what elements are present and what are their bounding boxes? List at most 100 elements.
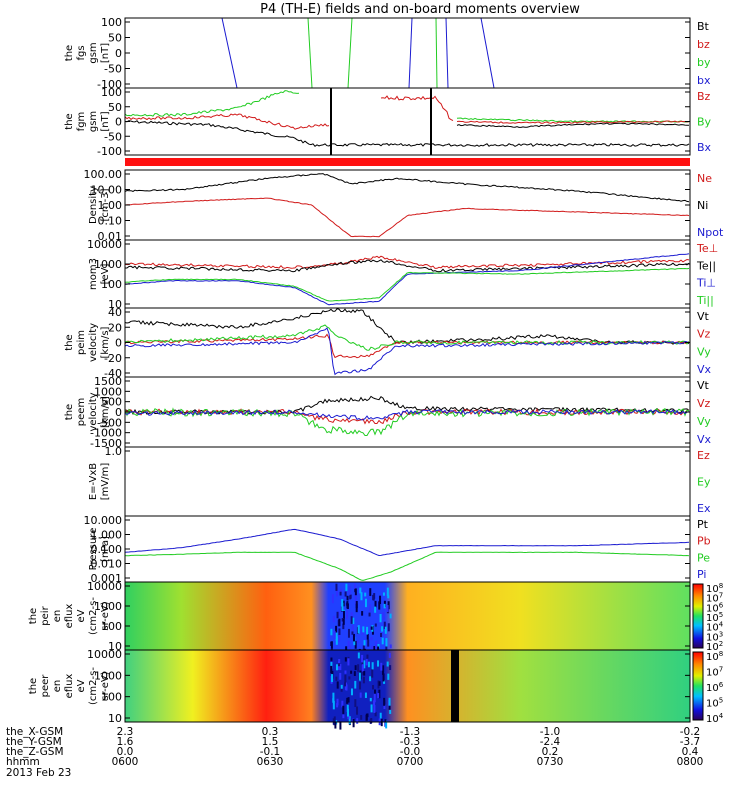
spectrogram-cell — [383, 680, 386, 684]
footer-value: 0700 — [397, 756, 424, 768]
footer-value: 1.5 — [262, 736, 279, 748]
spectrogram-cell — [384, 719, 387, 723]
spectrogram-cell — [347, 697, 350, 703]
y-tick-label: 1000 — [94, 600, 122, 613]
spectrogram-cell — [343, 610, 346, 619]
spectrogram-cell — [353, 671, 356, 676]
spectrogram-cell — [364, 592, 367, 597]
spectrogram-cell — [357, 625, 360, 634]
spectrogram-cell — [352, 718, 355, 728]
y-axis-label: the — [28, 608, 39, 624]
bx-trace — [408, 17, 413, 89]
data-gap-bar — [125, 158, 690, 166]
y-axis-label: velocity — [88, 392, 99, 431]
y-axis-label: (cm2-s- — [88, 597, 99, 635]
y-tick-label: 10.000 — [84, 514, 123, 527]
legend-entry: Pi — [697, 568, 706, 581]
y-tick-label: 100.00 — [84, 168, 123, 181]
y-axis-label: peim — [76, 330, 87, 355]
y-axis-label: peir — [40, 605, 51, 625]
spectrogram-cell — [366, 626, 369, 635]
spectrogram-cell — [389, 613, 392, 619]
spectrogram-cell — [351, 625, 354, 631]
y-tick-label: 1000 — [94, 385, 122, 398]
spectrogram-cell — [373, 646, 376, 651]
y-tick-label: 10.00 — [91, 184, 123, 197]
spectrogram-cell — [335, 587, 338, 597]
vx-trace — [124, 409, 690, 421]
legend-entry: Te|| — [696, 259, 716, 272]
spectrogram-cell — [383, 704, 386, 709]
spectrogram-cell — [373, 689, 376, 694]
spectrogram-cell — [372, 594, 375, 601]
y-tick-label: -100 — [97, 78, 122, 91]
spectrogram-cell — [382, 673, 385, 682]
footer-label: the_Y-GSM — [6, 736, 62, 748]
spectrogram-cell — [332, 615, 335, 623]
spectrogram-cell — [373, 693, 376, 703]
y-axis-label: eflux — [64, 674, 75, 699]
spectrogram-cell — [362, 626, 365, 633]
legend-entry: bx — [697, 74, 711, 87]
colorbar — [692, 583, 704, 649]
footer-value: 0630 — [257, 756, 284, 768]
panel-frame — [124, 515, 691, 583]
spectrogram-cell — [363, 671, 366, 676]
spectrogram-cell — [383, 603, 386, 609]
spectrogram-cell — [389, 644, 392, 649]
footer-value: -0.0 — [400, 746, 421, 758]
spectrogram-cell — [374, 623, 377, 627]
y-axis-label: [nT] — [100, 111, 111, 131]
legend-entry: Vy — [697, 415, 711, 428]
spectrogram-cell — [369, 588, 372, 596]
spectrogram-cell — [358, 672, 361, 681]
spectrogram-cell — [336, 698, 339, 706]
spectrogram-cell — [344, 657, 347, 662]
spectrogram-cell — [374, 600, 377, 608]
spectrogram-cell — [338, 635, 341, 642]
vz-trace — [124, 333, 690, 359]
y-tick-label: 1000 — [94, 669, 122, 682]
y-axis-label: [eV] — [100, 264, 111, 285]
spectrogram-cell — [332, 692, 335, 701]
spectrogram-cell — [366, 633, 369, 640]
spectrogram-cell — [388, 705, 391, 710]
spectrogram-cell — [380, 632, 383, 638]
spectrogram-cell — [345, 610, 348, 619]
spectrogram-cell — [343, 682, 346, 687]
spectrogram-cell — [335, 625, 338, 633]
legend-entry: Ti⊥ — [696, 277, 716, 290]
y-tick-label: 1000 — [94, 258, 122, 271]
spectrogram-cell — [342, 623, 345, 630]
spectrogram-cell — [335, 664, 338, 671]
y-tick-label: 0 — [115, 47, 122, 60]
te-perp-trace — [124, 255, 690, 269]
spectrogram-cell — [334, 721, 337, 729]
spectrogram-cell — [362, 676, 365, 684]
panel-frame — [124, 169, 691, 241]
spectrogram-cell — [365, 659, 368, 666]
y-axis-label: Density — [88, 186, 99, 224]
spectrogram-cell — [354, 699, 357, 707]
footer-value: 1.6 — [117, 736, 134, 748]
legend-entry: Ne — [697, 172, 712, 185]
spectrogram-cell — [365, 713, 368, 721]
spectrogram-cell — [347, 628, 350, 638]
legend-entry: Vt — [697, 310, 710, 323]
spectrogram-cell — [357, 664, 360, 672]
y-tick-label: 100 — [101, 86, 122, 99]
vt-trace — [124, 308, 690, 345]
y-tick-label: -40 — [104, 367, 122, 380]
spectrogram-cell — [359, 681, 362, 690]
spectrogram-cell — [336, 703, 339, 708]
bz-trace — [124, 113, 330, 130]
y-tick-label: -50 — [104, 63, 122, 76]
spectrogram-cell — [336, 611, 339, 619]
y-axis-label: peem — [76, 398, 87, 426]
by-trace — [435, 17, 438, 89]
spectrogram-cell — [374, 606, 377, 613]
spectrogram-cell — [378, 601, 381, 610]
y-tick-label: 0.10 — [98, 215, 123, 228]
spectrogram-cell — [350, 616, 353, 624]
legend-entry: Vx — [697, 363, 712, 376]
